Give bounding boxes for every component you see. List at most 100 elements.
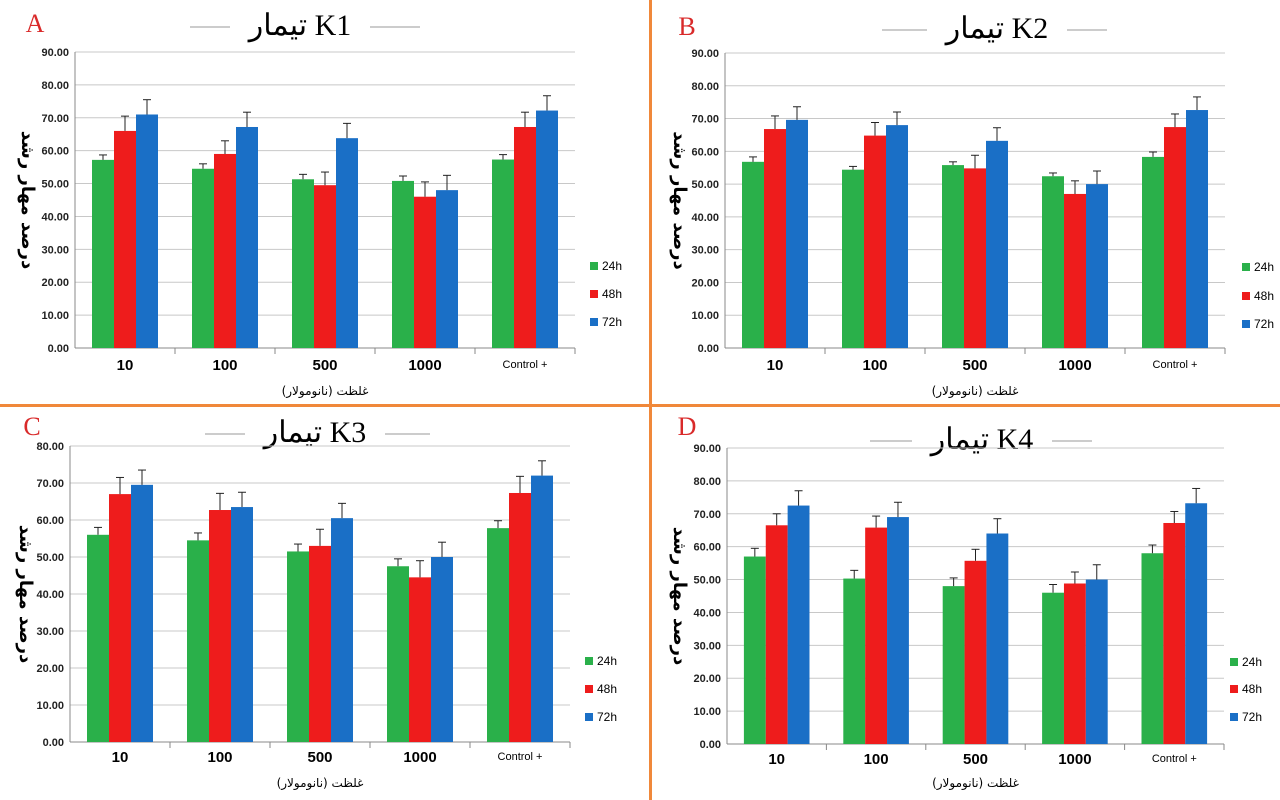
bar-24h [392,180,414,348]
y-tick-label: 20.00 [36,663,64,675]
bar-48h [865,527,888,744]
category-label: 100 [864,751,889,768]
bar-48h [409,577,431,742]
y-tick-label: 20.00 [41,277,69,289]
y-tick-label: 40.00 [36,589,64,601]
bar-24h [492,159,514,348]
category-label: 1000 [403,749,436,766]
panel-letter: D [678,412,697,441]
bar-24h [1142,156,1164,348]
bar-24h [843,578,866,744]
bar-72h [887,517,909,744]
category-label: 1000 [1058,751,1091,768]
category-label: Control + [1153,359,1198,371]
legend-swatch-72h [1230,713,1238,721]
legend-swatch-72h [1242,320,1250,328]
bar-72h [787,505,810,744]
category-label: 10 [117,357,134,374]
chart-panel-d: D تیمار K4 0.00 10.00 20.00 30.00 40.00 50.00 60… [652,407,1280,800]
chart-svg-a: A تیمار K1 0.00 10.00 20.00 30.00 40.00 50.00 60… [17,9,622,399]
legend-swatch-48h [1242,292,1250,300]
y-tick-label: 10.00 [36,700,64,712]
y-tick-label: 60.00 [36,515,64,527]
bar-48h [964,560,987,744]
legend-swatch-48h [585,685,593,693]
y-tick-label: 10.00 [691,310,719,322]
legend-label-48h: 48h [1254,289,1274,303]
y-tick-label: 10.00 [41,310,69,322]
category-label: 10 [768,751,785,768]
y-tick-label: 40.00 [693,607,721,619]
bar-72h [1185,503,1208,744]
bar-72h [1186,110,1208,349]
legend-label-72h: 72h [1242,710,1262,724]
category-label: Control + [498,751,543,763]
category-label: 1000 [408,357,441,374]
bar-24h [942,165,964,348]
bar-48h [1063,583,1086,744]
y-tick-label: 20.00 [693,673,721,685]
y-tick-label: 50.00 [693,575,721,587]
bar-48h [114,130,136,348]
bar-72h [536,110,558,348]
bar-72h [336,138,358,348]
category-label: 500 [312,357,337,374]
bar-24h [92,159,114,348]
bar-48h [314,185,336,348]
category-label: Control + [1152,753,1197,765]
y-tick-label: 70.00 [36,478,64,490]
bar-48h [1164,127,1186,348]
bar-48h [309,545,331,742]
bar-72h [236,126,258,348]
legend-swatch-72h [590,318,598,326]
legend-label-72h: 72h [597,710,617,724]
bar-48h [109,494,131,742]
bar-48h [509,492,531,742]
chart-panel-a: A تیمار K1 0.00 10.00 20.00 30.00 40.00 50.00 60… [0,0,650,405]
y-tick-label: 80.00 [36,441,64,453]
chart-title: تیمار K3 [262,416,367,450]
bar-72h [1085,579,1108,744]
bar-48h [214,153,236,348]
y-tick-label: 40.00 [691,212,719,224]
chart-svg-b: B تیمار K2 0.00 10.00 20.00 30.00 40.00 50.00 60… [669,12,1274,399]
chart-title: تیمار K1 [247,9,352,43]
y-tick-label: 70.00 [41,113,69,125]
bar-72h [431,557,453,742]
bar-24h [192,168,214,348]
bar-48h [414,196,436,348]
y-tick-label: 0.00 [43,737,64,749]
y-tick-label: 40.00 [41,211,69,223]
y-tick-label: 50.00 [36,552,64,564]
y-tick-label: 70.00 [693,509,721,521]
bar-48h [864,135,886,348]
x-axis-label: غلظت (نانومولار) [277,776,364,791]
bar-24h [387,566,409,742]
y-tick-label: 80.00 [693,476,721,488]
y-tick-label: 80.00 [691,81,719,93]
category-label: Control + [503,359,548,371]
y-tick-label: 50.00 [691,179,719,191]
y-tick-label: 30.00 [41,244,69,256]
bar-24h [487,528,509,742]
y-tick-label: 10.00 [693,706,721,718]
bar-24h [942,586,965,744]
legend-label-72h: 72h [1254,317,1274,331]
panel-letter: A [26,9,45,38]
bar-72h [136,114,158,348]
chart-panel-b: B تیمار K2 0.00 10.00 20.00 30.00 40.00 50.00 60… [652,0,1280,405]
bar-24h [1042,176,1064,348]
bar-24h [743,556,766,744]
bar-24h [292,179,314,348]
bar-48h [964,168,986,348]
bar-24h [842,169,864,348]
legend-label-24h: 24h [602,259,622,273]
bar-72h [786,119,808,348]
legend-label-72h: 72h [602,315,622,329]
bar-48h [765,525,788,744]
legend-swatch-24h [1230,658,1238,666]
panel-letter: B [678,12,695,41]
y-axis-label: درصد مهار رشد [669,527,690,666]
bar-72h [436,190,458,348]
y-tick-label: 60.00 [691,146,719,158]
